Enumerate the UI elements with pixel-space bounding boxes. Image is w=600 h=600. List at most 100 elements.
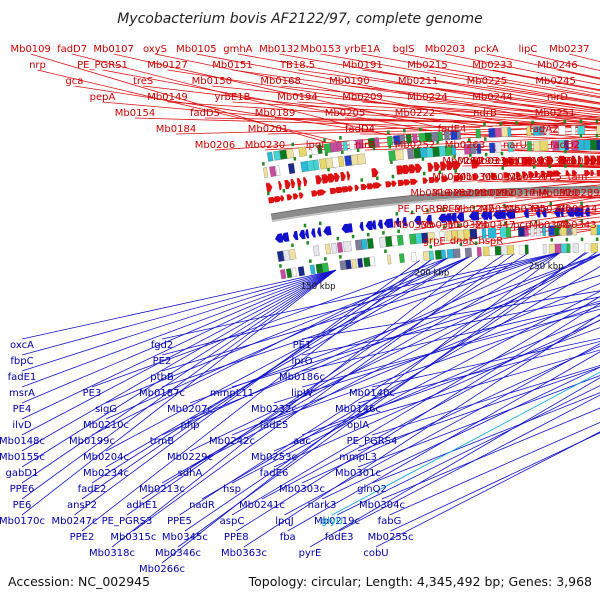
- gene-label-forward: Mb0324: [448, 220, 488, 231]
- gene-label-reverse: PE_PGRS4: [347, 436, 398, 447]
- feature-block-inner: [596, 224, 600, 236]
- feature-tick-mark: [532, 165, 536, 169]
- feature-tick-mark: [360, 178, 363, 182]
- feature-tick-mark: [293, 157, 297, 161]
- callout-line-reverse: [91, 257, 448, 388]
- gene-label-forward: Mb0149: [147, 92, 187, 103]
- gc-content-outer-block: [374, 137, 380, 148]
- gene-label-reverse: PE_PGRS3: [102, 516, 153, 527]
- gene-label-reverse: Mb0345c: [162, 532, 208, 543]
- callout-line-forward: [297, 69, 600, 112]
- reverse-cds-arrow: [389, 218, 394, 228]
- callout-line-reverse: [133, 253, 515, 532]
- feature-block-outer: [564, 140, 569, 151]
- feature-tick-mark: [469, 153, 472, 158]
- gene-label-reverse: Mb0232c: [251, 404, 297, 415]
- callout-line-forward: [427, 101, 600, 119]
- gene-label-reverse: PE1: [293, 340, 312, 351]
- gene-label-forward: fadE4: [438, 124, 467, 135]
- gene-label-forward: Mb0150: [192, 76, 232, 87]
- gene-label-reverse: fadE1: [8, 372, 37, 383]
- gene-label-forward: Mb0338: [529, 220, 569, 231]
- gc-content-outer-block: [424, 132, 432, 143]
- feature-block-outer: [407, 148, 415, 160]
- gene-label-forward: Mb0153: [300, 44, 340, 55]
- gene-label-forward: esxH: [495, 156, 520, 167]
- callout-line-forward: [403, 53, 600, 92]
- gene-label-forward: pcp: [513, 220, 531, 231]
- callout-line-reverse: [357, 375, 600, 468]
- callout-line-reverse: [21, 269, 336, 388]
- gc-content-outer-block: [298, 146, 308, 157]
- gc-content-outer-block: [310, 144, 319, 155]
- feature-tick-mark: [384, 249, 387, 253]
- feature-tick-mark: [410, 210, 414, 215]
- forward-cds-arrow: [371, 168, 379, 178]
- gene-label-reverse: cobU: [363, 548, 388, 559]
- forward-cds-arrow: [315, 175, 323, 185]
- feature-tick-mark: [548, 164, 552, 169]
- gene-label-reverse: Mb0247c: [52, 516, 98, 527]
- callout-line-reverse: [273, 319, 600, 468]
- callout-line-reverse: [141, 252, 529, 500]
- callout-line-reverse: [273, 315, 600, 452]
- feature-tick-mark: [279, 264, 282, 268]
- forward-cds-arrow: [502, 157, 510, 167]
- gc-content-outer-block: [273, 150, 281, 161]
- reverse-cds-arrow: [275, 233, 284, 243]
- gene-label-forward: tam: [568, 172, 588, 183]
- callout-line-forward: [422, 189, 600, 215]
- reverse-cds-arrow: [395, 217, 400, 227]
- gene-label-reverse: PE6: [13, 500, 32, 511]
- callout-line-reverse: [261, 319, 600, 500]
- feature-tick-mark: [309, 259, 312, 263]
- forward-cds-arrow: [321, 174, 330, 184]
- gene-label-reverse: fabG: [378, 516, 402, 527]
- feature-tick-mark: [472, 205, 475, 210]
- gene-label-forward: Mb0105: [176, 44, 216, 55]
- callout-line-reverse: [321, 366, 600, 500]
- feature-block-outer: [495, 142, 502, 153]
- gene-label-forward: Mb0300: [531, 204, 571, 215]
- kbp-label: 200 kbp: [415, 268, 450, 278]
- gene-label-reverse: Mb0155c: [0, 452, 45, 463]
- callout-line-reverse: [21, 269, 336, 372]
- callout-line-reverse: [301, 290, 600, 340]
- feature-block-inner: [572, 224, 578, 236]
- feature-block-inner: [342, 240, 352, 253]
- gene-label-reverse: aspC: [220, 516, 245, 527]
- gene-label-forward: Mb0299: [442, 156, 482, 167]
- reverse-cds-arrow: [438, 213, 447, 223]
- gene-label-reverse: lprO: [291, 356, 312, 367]
- forward-cds-arrow: [302, 177, 308, 187]
- feature-block-outer: [476, 143, 482, 154]
- forward-cds-arrow: [402, 164, 411, 175]
- feature-tick-mark: [426, 209, 429, 213]
- forward-cds-arrow: [577, 155, 582, 165]
- gc-content-outer-block: [488, 128, 496, 138]
- gene-label-forward: pepA: [90, 92, 116, 103]
- forward-cds-arrow: [527, 156, 533, 166]
- gene-label-forward: Mb0191: [342, 60, 382, 71]
- gene-label-reverse: fbpC: [10, 356, 33, 367]
- gc-skew-inner-block: [500, 245, 509, 256]
- feature-tick-mark: [388, 144, 392, 149]
- forward-cds-arrow: [354, 184, 359, 191]
- gc-content-outer-block: [507, 127, 512, 137]
- forward-cds-arrow: [317, 189, 327, 196]
- forward-cds-arrow: [515, 157, 519, 167]
- feature-tick-mark: [484, 137, 487, 141]
- gene-label-reverse: pyrE: [299, 548, 322, 559]
- feature-block-inner: [288, 248, 297, 260]
- reverse-cds-arrow: [426, 214, 433, 224]
- forward-cds-arrow: [391, 180, 397, 187]
- forward-cds-arrow: [540, 170, 547, 177]
- feature-block-outer: [419, 147, 427, 159]
- feature-tick-mark: [382, 231, 385, 235]
- gc-skew-inner-block: [554, 243, 562, 254]
- callout-line-reverse: [21, 269, 336, 420]
- gene-label-reverse: Mb0253c: [251, 452, 297, 463]
- forward-cds-arrow: [546, 170, 556, 177]
- gene-label-forward: Mb0222: [395, 108, 435, 119]
- forward-cds-arrow: [490, 172, 498, 179]
